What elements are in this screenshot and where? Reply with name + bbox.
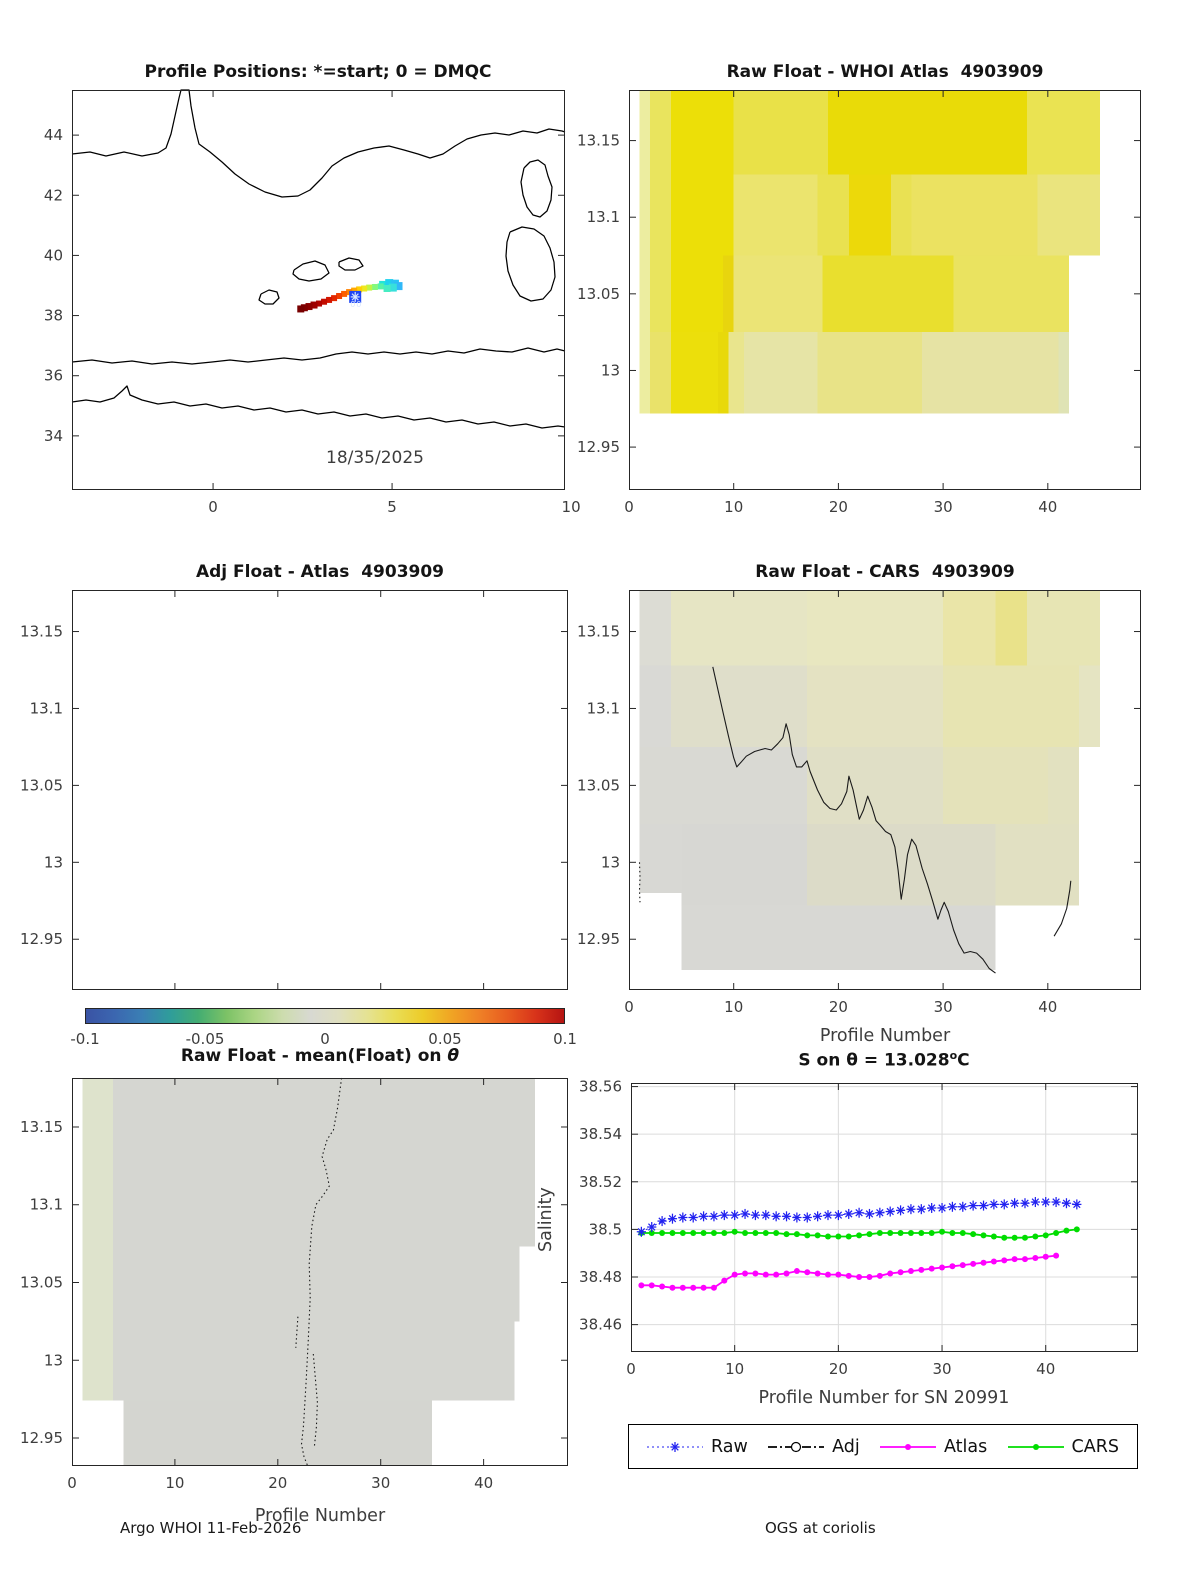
svg-text:36: 36 xyxy=(44,367,63,385)
svg-text:0: 0 xyxy=(356,300,361,309)
legend-label-cars: CARS xyxy=(1071,1436,1119,1457)
svg-text:38.56: 38.56 xyxy=(579,1078,622,1096)
sline-xaxis-label: Profile Number for SN 20991 xyxy=(758,1388,1010,1408)
mean-title-text: Raw Float - mean(Float) on xyxy=(180,1046,448,1066)
svg-text:38: 38 xyxy=(44,307,63,325)
svg-text:12.95: 12.95 xyxy=(577,930,620,948)
mean-title: Raw Float - mean(Float) on θ xyxy=(181,1046,459,1066)
svg-text:0: 0 xyxy=(624,998,634,1016)
legend-entry-atlas: Atlas xyxy=(880,1437,987,1457)
raw-float-whoi-atlas-heatmap: 0 10 20 30 40 12.95 13 13.05 13.1 13.15 xyxy=(577,90,1141,516)
svg-text:38.52: 38.52 xyxy=(579,1173,622,1191)
svg-text:5: 5 xyxy=(387,498,397,516)
colorbar-tick-label: 0.1 xyxy=(553,1030,577,1048)
svg-text:12.95: 12.95 xyxy=(20,930,63,948)
svg-text:0: 0 xyxy=(67,1474,77,1492)
svg-text:13: 13 xyxy=(601,361,620,379)
sline-title-unit: C xyxy=(957,1050,970,1071)
svg-text:0: 0 xyxy=(626,1360,636,1378)
svg-text:10: 10 xyxy=(165,1474,184,1492)
svg-text:13: 13 xyxy=(601,853,620,871)
colorbar-tick-label: -0.05 xyxy=(185,1030,225,1048)
svg-text:40: 40 xyxy=(44,246,63,264)
svg-text:13.15: 13.15 xyxy=(577,132,620,150)
svg-text:30: 30 xyxy=(371,1474,390,1492)
svg-text:13.05: 13.05 xyxy=(20,776,63,794)
svg-text:13.1: 13.1 xyxy=(30,1196,63,1214)
colorbar-tick-label: -0.1 xyxy=(70,1030,100,1048)
colorbar-tick-label: 0 xyxy=(320,1030,330,1048)
map-title: Profile Positions: *=start; 0 = DMQC xyxy=(144,62,492,82)
svg-text:10: 10 xyxy=(562,498,581,516)
series-legend: Raw Adj Atlas CARS xyxy=(628,1424,1138,1469)
svg-text:38.46: 38.46 xyxy=(579,1316,622,1334)
diff-colorbar xyxy=(85,1008,565,1024)
svg-text:0: 0 xyxy=(350,300,355,309)
svg-text:13.05: 13.05 xyxy=(577,285,620,303)
svg-text:10: 10 xyxy=(724,498,743,516)
raw-float-mean-heatmap: 0 10 20 30 40 12.95 13 13.05 13.1 13.15 xyxy=(20,1077,568,1492)
svg-text:10: 10 xyxy=(725,1360,744,1378)
svg-text:20: 20 xyxy=(829,998,848,1016)
svg-text:0: 0 xyxy=(624,498,634,516)
svg-text:20: 20 xyxy=(829,498,848,516)
svg-text:40: 40 xyxy=(1036,1360,1055,1378)
svg-text:20: 20 xyxy=(268,1474,287,1492)
svg-text:13.1: 13.1 xyxy=(587,699,620,717)
legend-label-raw: Raw xyxy=(711,1436,748,1457)
cars-xaxis-label: Profile Number xyxy=(819,1026,951,1046)
adj-float-atlas-plot: 12.95 13 13.05 13.1 13.15 xyxy=(20,590,568,990)
sline-title-main: S on θ = 13.028 xyxy=(798,1050,950,1071)
svg-text:13.15: 13.15 xyxy=(20,1118,63,1136)
svg-text:40: 40 xyxy=(474,1474,493,1492)
svg-text:12.95: 12.95 xyxy=(20,1429,63,1447)
svg-text:13.1: 13.1 xyxy=(30,699,63,717)
svg-text:38.48: 38.48 xyxy=(579,1268,622,1286)
cars-title: Raw Float - CARS 4903909 xyxy=(755,562,1015,582)
sline-title: S on θ = 13.028oC xyxy=(798,1049,969,1071)
svg-text:13: 13 xyxy=(44,853,63,871)
svg-text:30: 30 xyxy=(934,498,953,516)
svg-text:13.15: 13.15 xyxy=(20,623,63,641)
theta-symbol: θ xyxy=(447,1046,460,1066)
mean-xaxis-label: Profile Number xyxy=(254,1506,386,1526)
colorbar-tick-label: 0.05 xyxy=(428,1030,462,1048)
adj-title: Adj Float - Atlas 4903909 xyxy=(195,562,445,582)
svg-text:30: 30 xyxy=(934,998,953,1016)
svg-text:20: 20 xyxy=(829,1360,848,1378)
svg-text:13.1: 13.1 xyxy=(587,208,620,226)
svg-text:12.95: 12.95 xyxy=(577,438,620,456)
legend-entry-raw: Raw xyxy=(647,1437,748,1457)
svg-text:13.05: 13.05 xyxy=(577,776,620,794)
svg-text:42: 42 xyxy=(44,186,63,204)
svg-text:40: 40 xyxy=(1038,498,1057,516)
svg-text:13: 13 xyxy=(44,1351,63,1369)
salinity-line-chart: 0 10 20 30 40 38.46 38.48 38.5 38.52 38.54 38.56 xyxy=(579,1078,1138,1378)
svg-text:44: 44 xyxy=(44,126,63,144)
degree-symbol: o xyxy=(949,1049,958,1062)
svg-text:38.54: 38.54 xyxy=(579,1125,622,1143)
raw-float-cars-heatmap: 0 10 20 30 40 12.95 13 13.05 13.1 13.15 xyxy=(577,590,1141,1016)
svg-text:30: 30 xyxy=(932,1360,951,1378)
footer-left-credit: Argo WHOI 11-Feb-2026 xyxy=(120,1519,302,1537)
legend-label-adj: Adj xyxy=(832,1436,860,1457)
map-date-label: 18/35/2025 xyxy=(326,448,424,468)
profile-positions-map: 0 0 0 5 10 34 36 38 40 42 44 xyxy=(44,89,581,516)
legend-entry-cars: CARS xyxy=(1007,1436,1119,1457)
salinity-yaxis-label: Salinity xyxy=(536,1187,556,1252)
svg-text:38.5: 38.5 xyxy=(589,1220,622,1238)
svg-text:13.05: 13.05 xyxy=(20,1273,63,1291)
svg-text:40: 40 xyxy=(1038,998,1057,1016)
footer-right-credit: OGS at coriolis xyxy=(765,1519,876,1537)
legend-label-atlas: Atlas xyxy=(944,1436,988,1457)
legend-entry-adj: Adj xyxy=(768,1437,860,1457)
svg-text:34: 34 xyxy=(44,427,63,445)
svg-text:10: 10 xyxy=(724,998,743,1016)
svg-text:0: 0 xyxy=(208,498,218,516)
svg-text:13.15: 13.15 xyxy=(577,623,620,641)
whoi-title: Raw Float - WHOI Atlas 4903909 xyxy=(726,62,1044,82)
